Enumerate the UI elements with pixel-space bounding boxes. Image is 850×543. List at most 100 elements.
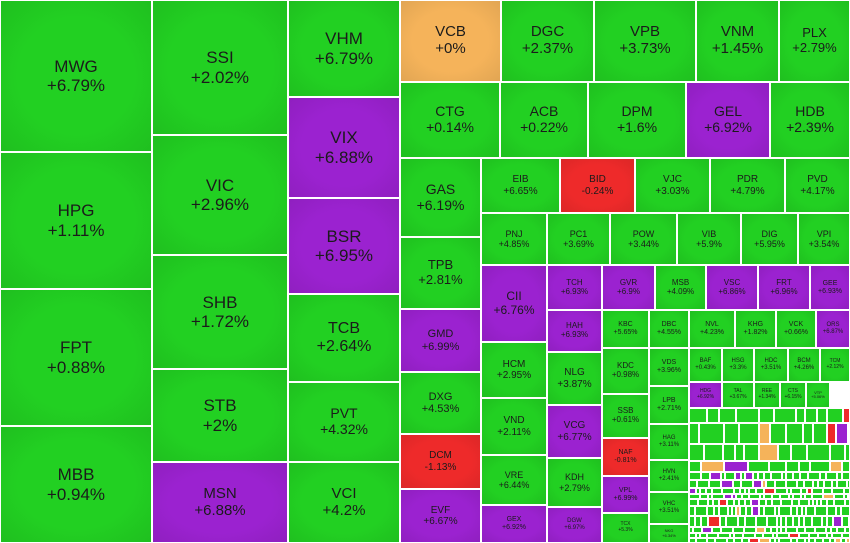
small-stock-tile[interactable] [765, 527, 771, 533]
small-stock-tile[interactable] [799, 499, 809, 506]
tile-gmd[interactable]: GMD +6.99% [400, 309, 481, 372]
small-stock-tile[interactable] [807, 488, 812, 494]
small-stock-tile[interactable] [741, 472, 745, 480]
small-stock-tile[interactable] [689, 516, 695, 527]
tile-naf[interactable]: NAF -0.81% [602, 438, 649, 476]
small-stock-tile[interactable] [724, 494, 732, 499]
small-stock-tile[interactable] [823, 488, 832, 494]
tile-vpl[interactable]: VPL +6.99% [602, 476, 649, 513]
small-stock-tile[interactable] [749, 488, 756, 494]
tile-dxg[interactable]: DXG +4.53% [400, 372, 481, 434]
small-stock-tile[interactable] [718, 533, 730, 538]
small-stock-tile[interactable] [722, 488, 734, 494]
small-stock-tile[interactable] [704, 444, 723, 461]
small-stock-tile[interactable] [764, 494, 772, 499]
small-stock-tile[interactable] [713, 499, 719, 506]
tile-dpm[interactable]: DPM +1.6% [588, 82, 686, 158]
small-stock-tile[interactable] [749, 494, 760, 499]
small-stock-tile[interactable] [741, 480, 753, 488]
small-stock-tile[interactable] [743, 533, 755, 538]
small-stock-tile[interactable] [719, 506, 728, 516]
small-stock-tile[interactable] [745, 472, 753, 480]
tile-hag[interactable]: HAG +3.11% [649, 424, 689, 460]
small-stock-tile[interactable] [763, 533, 773, 538]
small-stock-tile[interactable] [792, 499, 799, 506]
small-stock-tile[interactable] [786, 516, 793, 527]
small-stock-tile[interactable] [740, 488, 745, 494]
small-stock-tile[interactable] [707, 506, 714, 516]
tile-hdc[interactable]: HDC +3.51% [754, 348, 788, 382]
small-stock-tile[interactable] [719, 499, 727, 506]
tile-dgw[interactable]: DGW +6.97% [547, 507, 602, 543]
tile-shb[interactable]: SHB +1.72% [152, 255, 288, 369]
small-stock-tile[interactable] [789, 533, 799, 538]
tile-tcb[interactable]: TCB +2.64% [288, 294, 400, 382]
small-stock-tile[interactable] [804, 516, 812, 527]
tile-dig[interactable]: DIG +5.95% [741, 213, 798, 265]
tile-msn[interactable]: MSN +6.88% [152, 462, 288, 543]
small-stock-tile[interactable] [826, 472, 837, 480]
small-stock-tile[interactable] [759, 506, 764, 516]
tile-vnm[interactable]: VNM +1.45% [696, 0, 779, 82]
small-stock-tile[interactable] [707, 408, 719, 423]
tile-bcm[interactable]: BCM +4.26% [788, 348, 820, 382]
tile-hcm[interactable]: HCM +2.95% [481, 342, 547, 398]
small-stock-tile[interactable] [689, 499, 698, 506]
small-stock-tile[interactable] [799, 461, 810, 472]
small-stock-tile[interactable] [724, 423, 739, 444]
small-stock-tile[interactable] [770, 423, 786, 444]
tile-gas[interactable]: GAS +6.19% [400, 158, 481, 237]
small-stock-tile[interactable] [769, 461, 786, 472]
small-stock-tile[interactable] [799, 516, 804, 527]
small-stock-tile[interactable] [689, 472, 701, 480]
tile-vpb[interactable]: VPB +3.73% [594, 0, 696, 82]
tile-kdc[interactable]: KDC +0.98% [602, 348, 649, 394]
small-stock-tile[interactable] [708, 516, 720, 527]
tile-evf[interactable]: EVF +6.67% [400, 489, 481, 543]
tile-plx[interactable]: PLX +2.79% [779, 0, 850, 82]
small-stock-tile[interactable] [712, 488, 722, 494]
small-stock-tile[interactable] [702, 527, 712, 533]
tile-hvn[interactable]: HVN +2.41% [649, 460, 689, 492]
small-stock-tile[interactable] [844, 494, 848, 499]
small-stock-tile[interactable] [759, 408, 774, 423]
small-stock-tile[interactable] [744, 527, 756, 533]
small-stock-tile[interactable] [734, 533, 743, 538]
small-stock-tile[interactable] [791, 506, 797, 516]
small-stock-tile[interactable] [812, 494, 823, 499]
small-stock-tile[interactable] [843, 408, 850, 423]
small-stock-tile[interactable] [837, 480, 847, 488]
small-stock-tile[interactable] [734, 488, 740, 494]
small-stock-tile[interactable] [751, 499, 759, 506]
small-stock-tile[interactable] [808, 472, 820, 480]
small-stock-tile[interactable] [805, 527, 815, 533]
small-stock-tile[interactable] [787, 488, 791, 494]
small-stock-tile[interactable] [721, 472, 725, 480]
small-stock-tile[interactable] [772, 499, 781, 506]
tile-ssb[interactable]: SSB +0.61% [602, 394, 649, 438]
small-stock-tile[interactable] [797, 538, 805, 543]
small-stock-tile[interactable] [796, 408, 805, 423]
small-stock-tile[interactable] [815, 506, 827, 516]
tile-acb[interactable]: ACB +0.22% [500, 82, 588, 158]
small-stock-tile[interactable] [781, 527, 786, 533]
tile-hpg[interactable]: HPG +1.11% [0, 152, 152, 289]
small-stock-tile[interactable] [730, 533, 734, 538]
small-stock-tile[interactable] [842, 516, 849, 527]
small-stock-tile[interactable] [753, 480, 762, 488]
small-stock-tile[interactable] [775, 488, 787, 494]
small-stock-tile[interactable] [833, 516, 842, 527]
small-stock-tile[interactable] [736, 408, 759, 423]
tile-ctg[interactable]: CTG +0.14% [400, 82, 500, 158]
small-stock-tile[interactable] [837, 527, 845, 533]
tile-tch[interactable]: TCH +6.93% [547, 265, 602, 310]
small-stock-tile[interactable] [797, 506, 802, 516]
small-stock-tile[interactable] [817, 408, 827, 423]
tile-pvd[interactable]: PVD +4.17% [785, 158, 850, 213]
small-stock-tile[interactable] [834, 494, 844, 499]
small-stock-tile[interactable] [707, 538, 715, 543]
small-stock-tile[interactable] [813, 423, 827, 444]
small-stock-tile[interactable] [749, 538, 759, 543]
tile-nvl[interactable]: NVL +4.23% [689, 310, 735, 348]
small-stock-tile[interactable] [734, 538, 742, 543]
